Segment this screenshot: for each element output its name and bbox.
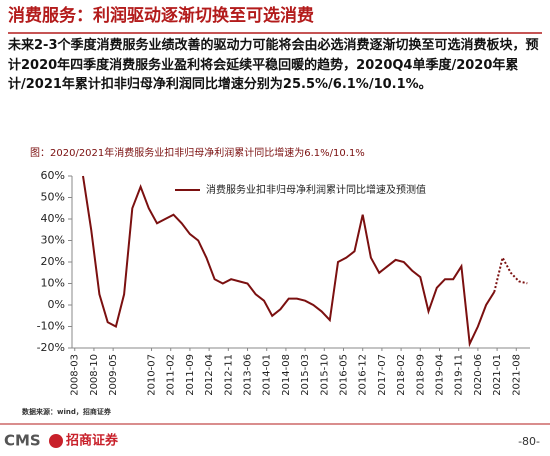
y-tick-label: -20%	[37, 341, 65, 354]
x-tick-label: 2008-03	[70, 354, 81, 396]
x-tick-label: 2012-11	[223, 354, 234, 396]
text-box: 未来2-3个季度消费服务业绩改善的驱动力可能将会由必选消费逐渐切换至可选消费板块…	[8, 38, 539, 92]
slide-title: 消费服务：利润驱动逐渐切换至可选消费	[8, 5, 314, 26]
y-tick-label: 20%	[41, 255, 65, 268]
y-tick-label: 30%	[41, 234, 65, 247]
y-tick-label: -10%	[37, 320, 65, 333]
x-tick-label: 2017-07	[377, 354, 388, 396]
x-tick-label: 2015-10	[319, 354, 330, 396]
logo-text: 招商证券	[66, 433, 119, 449]
x-tick-label: 2019-04	[434, 354, 445, 396]
data-line	[493, 254, 528, 293]
x-tick-label: 2014-01	[262, 354, 273, 396]
y-tick-label: 10%	[41, 277, 65, 290]
y-tick-label: 40%	[41, 212, 65, 225]
y-tick-label: 60%	[41, 169, 65, 182]
x-tick-label: 2018-02	[396, 354, 407, 396]
source: 数据来源：wind，招商证券	[22, 407, 112, 416]
x-tick-label: 2014-08	[281, 354, 292, 396]
x-tick-label: 2011-09	[185, 354, 196, 396]
chart-title: 图：2020/2021年消费服务业扣非归母净利润累计同比增速为6.1%/10.1…	[30, 146, 365, 159]
x-tick-label: 2008-10	[89, 354, 100, 396]
y-tick-label: 0%	[48, 298, 65, 311]
logo-icon	[49, 434, 63, 448]
x-tick-label: 2009-05	[108, 354, 119, 396]
x-tick-label: 2015-03	[300, 354, 311, 396]
x-tick-label: 2013-06	[243, 354, 254, 396]
page-number: -80-	[518, 435, 540, 448]
x-tick-label: 2016-12	[358, 354, 369, 396]
x-tick-label: 2021-08	[511, 354, 522, 396]
x-tick-label: 2018-09	[415, 354, 426, 396]
y-tick-label: 50%	[41, 191, 65, 204]
x-tick-label: 2019-11	[454, 354, 465, 396]
data-line	[82, 175, 496, 348]
body-text: 未来2-3个季度消费服务业绩改善的驱动力可能将会由必选消费逐渐切换至可选消费板块…	[8, 38, 539, 92]
x-tick-label: 2020-06	[473, 354, 484, 396]
x-tick-label: 2010-07	[147, 354, 158, 396]
x-tick-label: 2011-02	[166, 354, 177, 396]
x-tick-label: 2012-04	[204, 354, 215, 396]
logo: CMS	[4, 432, 41, 450]
x-tick-label: 2016-05	[339, 354, 350, 396]
legend-label: 消费服务业扣非归母净利润累计同比增速及预测值	[206, 183, 426, 196]
x-tick-label: 2021-01	[492, 354, 503, 396]
